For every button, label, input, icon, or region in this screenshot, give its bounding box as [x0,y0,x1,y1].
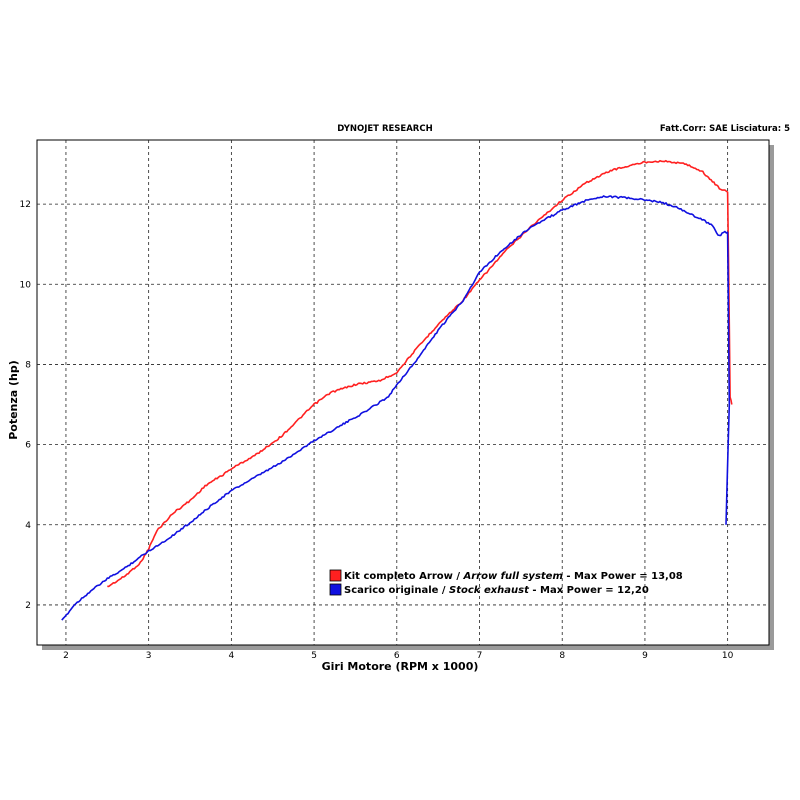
legend-label-arrow: Kit completo Arrow / Arrow full system -… [344,571,683,582]
y-tick-label: 6 [25,441,31,451]
x-axis-label: Giri Motore (RPM x 1000) [322,660,479,673]
x-tick-label: 6 [394,651,400,661]
y-tick-label: 2 [25,601,31,611]
legend-label-stock: Scarico originale / Stock exhaust - Max … [344,585,649,596]
y-tick-label: 4 [25,521,31,531]
x-tick-label: 10 [722,651,734,661]
header-title: DYNOJET RESEARCH [337,124,432,134]
series-line-stock [61,195,731,621]
legend: Kit completo Arrow / Arrow full system -… [329,569,683,596]
header-right-info: Fatt.Corr: SAE Lisciatura: 5 [660,124,790,134]
x-tick-label: 4 [229,651,235,661]
y-tick-labels: 2 4 6 8 10 12 [20,200,32,611]
series-line-arrow [107,159,733,588]
x-tick-label: 9 [642,651,648,661]
y-tick-label: 10 [20,280,32,290]
y-axis-label: Potenza (hp) [7,360,20,440]
plot-area [36,139,770,646]
legend-swatch-stock [329,583,342,596]
x-tick-labels: 2 3 4 5 6 7 8 9 10 [63,651,734,661]
x-tick-label: 5 [311,651,317,661]
x-tick-label: 3 [146,651,152,661]
x-tick-label: 8 [559,651,565,661]
legend-swatch-arrow [329,569,342,582]
y-tick-label: 12 [20,200,31,210]
x-tick-label: 7 [477,651,483,661]
x-tick-label: 2 [63,651,69,661]
series-lines [61,159,733,621]
y-tick-label: 8 [25,360,31,370]
